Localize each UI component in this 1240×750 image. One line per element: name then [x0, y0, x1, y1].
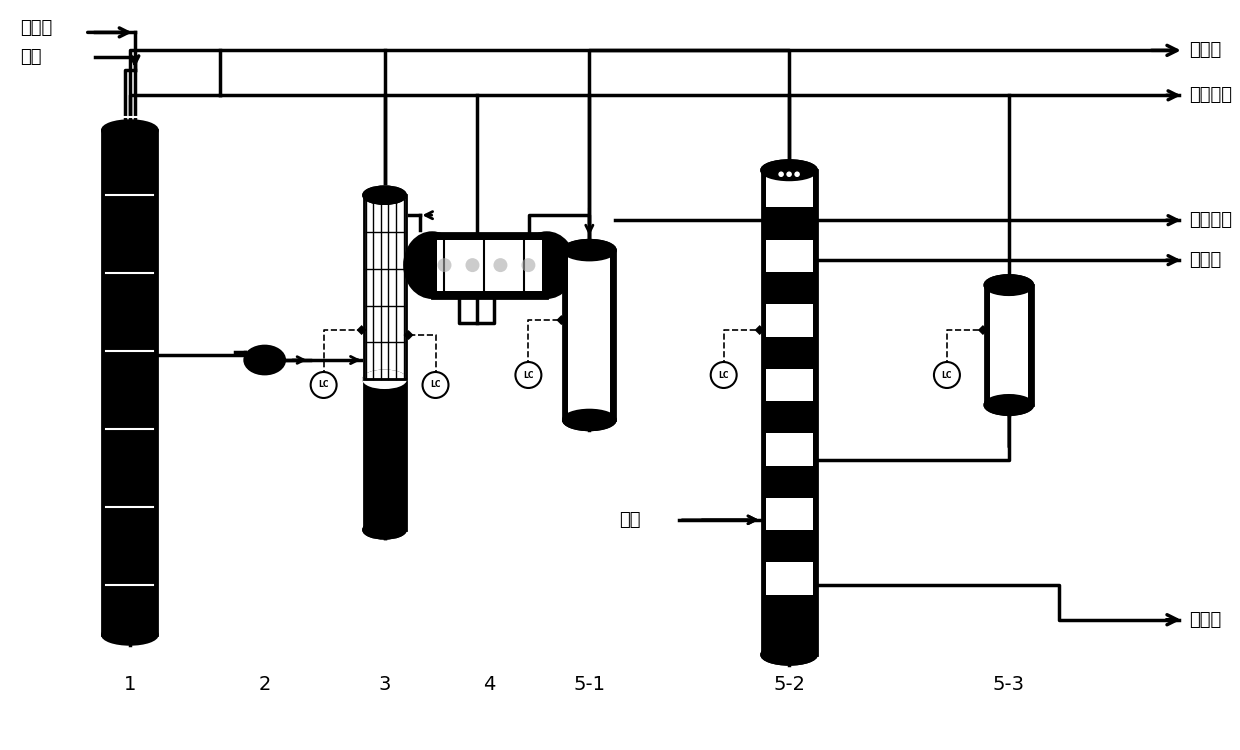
- Polygon shape: [568, 255, 610, 415]
- Text: 低分气: 低分气: [1189, 610, 1221, 628]
- Ellipse shape: [563, 240, 615, 260]
- Polygon shape: [765, 176, 812, 208]
- Circle shape: [465, 258, 480, 272]
- Polygon shape: [363, 195, 405, 380]
- Polygon shape: [761, 170, 817, 655]
- Ellipse shape: [363, 370, 405, 388]
- Circle shape: [794, 171, 801, 178]
- Ellipse shape: [761, 160, 817, 180]
- Circle shape: [438, 258, 451, 272]
- Circle shape: [494, 258, 507, 272]
- Circle shape: [521, 258, 536, 272]
- Polygon shape: [985, 285, 988, 405]
- Text: 5-2: 5-2: [773, 675, 805, 694]
- Ellipse shape: [563, 240, 615, 260]
- Text: 1: 1: [124, 675, 136, 694]
- Text: LC: LC: [523, 370, 533, 380]
- Text: 5-3: 5-3: [993, 675, 1024, 694]
- Polygon shape: [765, 369, 812, 401]
- Polygon shape: [765, 498, 812, 530]
- Circle shape: [516, 362, 542, 388]
- Polygon shape: [403, 330, 413, 340]
- Ellipse shape: [103, 121, 157, 140]
- Text: 原料油: 原料油: [20, 20, 52, 38]
- Ellipse shape: [563, 410, 615, 430]
- Text: LC: LC: [941, 370, 952, 380]
- Polygon shape: [978, 325, 988, 335]
- Text: 冷低分油: 冷低分油: [1189, 211, 1231, 230]
- Text: 5-1: 5-1: [573, 675, 605, 694]
- Text: 2: 2: [258, 675, 270, 694]
- Circle shape: [423, 372, 449, 398]
- Text: 3: 3: [378, 675, 391, 694]
- Polygon shape: [563, 251, 615, 420]
- Text: LC: LC: [718, 370, 729, 380]
- Ellipse shape: [244, 346, 285, 374]
- Ellipse shape: [761, 645, 817, 664]
- Polygon shape: [985, 285, 1033, 405]
- Polygon shape: [990, 290, 1028, 400]
- Polygon shape: [765, 240, 812, 272]
- Ellipse shape: [985, 275, 1033, 295]
- Text: 循环氢: 循环氢: [1189, 41, 1221, 59]
- Polygon shape: [1029, 285, 1033, 405]
- Ellipse shape: [363, 187, 405, 203]
- Circle shape: [934, 362, 960, 388]
- Polygon shape: [765, 433, 812, 466]
- Ellipse shape: [363, 521, 405, 538]
- Ellipse shape: [363, 370, 405, 388]
- Ellipse shape: [985, 395, 1033, 415]
- Ellipse shape: [363, 187, 405, 203]
- Ellipse shape: [520, 232, 574, 298]
- Text: 氢气: 氢气: [20, 48, 41, 66]
- Ellipse shape: [103, 625, 157, 644]
- Polygon shape: [557, 315, 567, 325]
- Ellipse shape: [363, 187, 405, 203]
- Circle shape: [311, 372, 336, 398]
- Polygon shape: [432, 232, 547, 298]
- Text: 注水: 注水: [619, 511, 641, 529]
- Text: LC: LC: [319, 380, 329, 389]
- Polygon shape: [611, 251, 615, 420]
- Circle shape: [786, 171, 792, 178]
- Ellipse shape: [363, 521, 405, 538]
- Text: 4: 4: [484, 675, 496, 694]
- Ellipse shape: [985, 275, 1033, 295]
- Polygon shape: [103, 130, 157, 634]
- Ellipse shape: [761, 160, 817, 180]
- Ellipse shape: [404, 232, 460, 298]
- Polygon shape: [357, 325, 367, 335]
- Polygon shape: [563, 251, 568, 420]
- Polygon shape: [755, 325, 765, 335]
- Text: 富胺液: 富胺液: [1189, 251, 1221, 269]
- Polygon shape: [765, 562, 812, 595]
- Ellipse shape: [563, 410, 615, 430]
- Polygon shape: [363, 380, 405, 530]
- Text: LC: LC: [430, 380, 440, 389]
- Text: 含硫污水: 含硫污水: [1189, 86, 1231, 104]
- Circle shape: [777, 171, 785, 178]
- Ellipse shape: [985, 395, 1033, 415]
- Polygon shape: [438, 240, 542, 290]
- Polygon shape: [765, 304, 812, 337]
- Circle shape: [711, 362, 737, 388]
- Ellipse shape: [761, 645, 817, 664]
